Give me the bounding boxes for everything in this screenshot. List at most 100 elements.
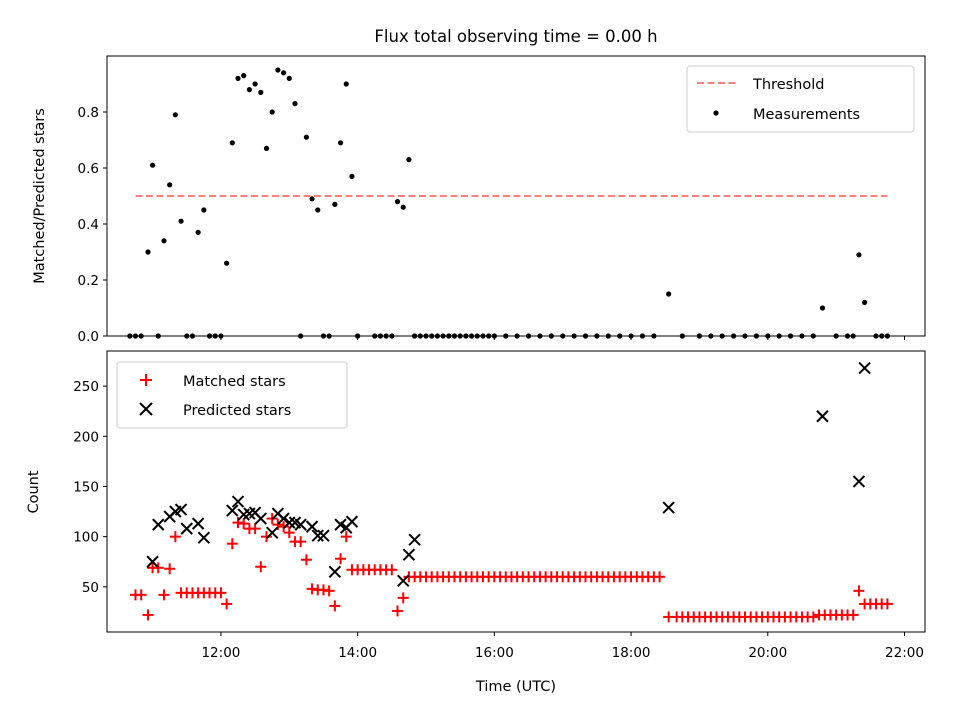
measurement-point xyxy=(708,333,714,339)
matched-star-point xyxy=(221,598,233,610)
measurement-point xyxy=(463,333,469,339)
measurement-point xyxy=(850,333,856,339)
x-tick-label: 22:00 xyxy=(885,645,924,661)
predicted-star-point xyxy=(397,574,410,588)
matched-star-point xyxy=(142,609,154,621)
matched-legend-marker xyxy=(140,374,152,386)
predicted-star-point xyxy=(265,526,279,539)
measurement-point xyxy=(810,333,816,339)
predicted-star-point xyxy=(345,515,359,528)
measurement-point xyxy=(446,333,452,339)
measurement-point xyxy=(212,333,218,339)
matched-star-point xyxy=(340,531,352,543)
measurement-point xyxy=(400,204,406,210)
measurement-point xyxy=(753,333,759,339)
measurement-point xyxy=(389,333,395,339)
predicted-star-point xyxy=(180,522,193,535)
threshold-legend-label: Threshold xyxy=(752,77,824,93)
matched-star-point xyxy=(295,536,307,548)
top-y-tick-label: 0.8 xyxy=(78,105,99,121)
measurement-point xyxy=(480,333,486,339)
measurement-point xyxy=(155,333,161,339)
matched-star-point xyxy=(255,561,267,573)
matched-star-point xyxy=(249,523,261,535)
measurement-point xyxy=(844,333,851,339)
measurement-point xyxy=(776,333,782,339)
predicted-star-point xyxy=(294,518,307,531)
x-tick-label: 12:00 xyxy=(201,645,240,661)
predicted-star-point xyxy=(311,529,324,542)
measurement-point xyxy=(617,333,623,339)
measurement-point xyxy=(731,333,737,339)
bottom-y-tick-label: 200 xyxy=(73,429,99,445)
measurement-point xyxy=(229,140,235,146)
matched-star-point xyxy=(397,592,409,604)
bottom-y-axis-label: Count xyxy=(26,470,42,513)
measurement-point xyxy=(172,112,178,118)
predicted-star-point xyxy=(305,520,319,533)
measurement-point xyxy=(206,333,213,339)
top-y-axis-label: Matched/Predicted stars xyxy=(32,108,48,284)
bottom-y-tick-label: 150 xyxy=(73,479,99,495)
measurement-point xyxy=(406,157,412,163)
measurement-point xyxy=(873,333,879,339)
x-axis-label: Time (UTC) xyxy=(475,679,556,695)
top-panel: 0.00.20.40.60.8 Matched/Predicted stars … xyxy=(32,55,926,345)
measurement-point xyxy=(195,229,201,235)
measurement-point xyxy=(127,333,133,339)
measurement-point xyxy=(639,333,646,339)
measurements-series xyxy=(127,67,891,339)
measurement-point xyxy=(862,299,868,305)
bottom-panel: 50 100 150 200 250 12:00 14:00 16:00 18:00 20:00… xyxy=(26,350,926,695)
bottom-y-tick-label: 50 xyxy=(82,580,99,596)
matched-star-point xyxy=(317,584,329,596)
measurement-point xyxy=(457,333,463,339)
predicted-legend-marker xyxy=(139,402,153,416)
matched-star-point xyxy=(329,600,341,612)
predicted-legend-label: Predicted stars xyxy=(183,403,291,419)
predicted-star-point xyxy=(858,361,871,375)
measurement-point xyxy=(178,218,184,224)
measurement-point xyxy=(486,333,492,339)
predicted-star-point xyxy=(408,533,421,546)
measurement-point xyxy=(833,333,839,339)
matched-star-point xyxy=(306,583,318,595)
measurement-point xyxy=(548,333,554,339)
measurement-point xyxy=(679,333,685,339)
measurement-point xyxy=(303,134,309,140)
matched-star-point xyxy=(323,585,335,597)
matched-star-point xyxy=(335,553,347,565)
measurement-point xyxy=(246,87,253,93)
measurement-point xyxy=(332,201,338,207)
matched-star-point xyxy=(226,538,238,550)
bottom-y-tick-label: 250 xyxy=(73,379,99,395)
measurement-point xyxy=(429,333,435,339)
measurement-point xyxy=(742,333,748,339)
measurement-point xyxy=(161,238,167,244)
bottom-x-axis: 12:00 14:00 16:00 18:00 20:00 22:00 xyxy=(201,632,924,661)
predicted-star-point xyxy=(852,475,866,488)
measurement-point xyxy=(149,162,156,168)
measurement-point xyxy=(879,333,885,339)
measurement-point xyxy=(503,333,509,339)
predicted-star-point xyxy=(816,410,829,423)
measurement-point xyxy=(514,333,520,339)
top-y-tick-label: 0.4 xyxy=(78,217,99,233)
top-y-tick-label: 0.2 xyxy=(78,273,99,289)
measurement-point xyxy=(571,333,577,339)
predicted-star-point xyxy=(283,516,296,529)
matched-star-point xyxy=(260,531,272,543)
measurement-point xyxy=(884,333,891,339)
measurement-point xyxy=(799,333,805,339)
matched-star-point xyxy=(386,564,398,576)
measurement-point xyxy=(537,333,543,339)
predicted-star-point xyxy=(277,512,290,525)
predicted-star-point xyxy=(662,501,675,514)
predicted-star-point xyxy=(328,565,342,578)
measurement-point xyxy=(189,333,196,339)
measurement-point xyxy=(696,333,703,339)
measurement-point xyxy=(417,333,423,339)
measurement-point xyxy=(263,145,270,151)
chart-title: Flux total observing time = 0.00 h xyxy=(374,27,657,46)
